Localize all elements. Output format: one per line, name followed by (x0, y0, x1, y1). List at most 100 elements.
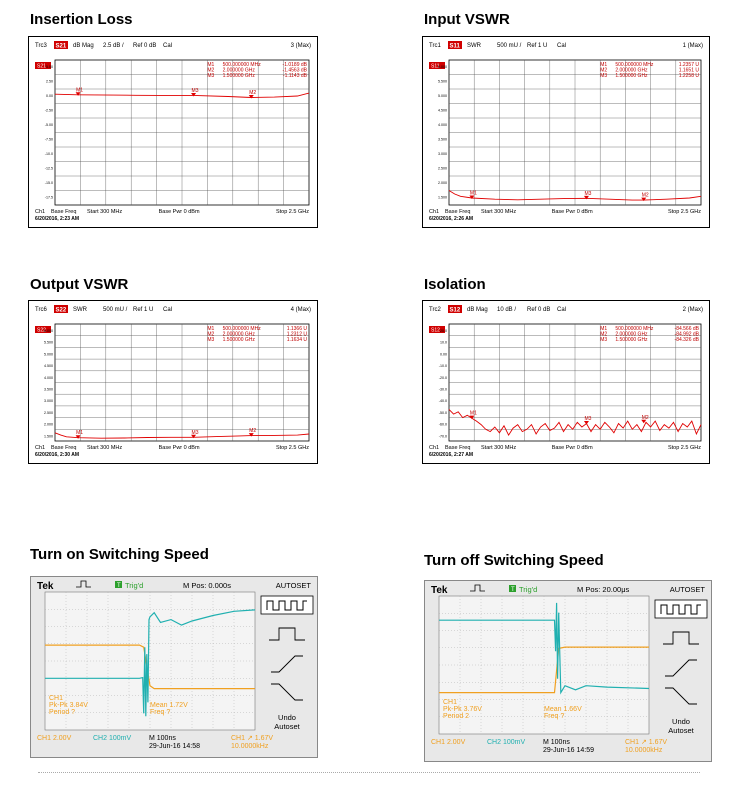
format-label: SWR (467, 43, 482, 49)
marker-id: M1 (207, 62, 214, 68)
marker-value: 1.1634 U (287, 337, 308, 343)
y-tick-label: -12.5 (45, 167, 53, 171)
rise-edge-icon (271, 655, 303, 673)
marker-freq: 500.000000 MHz (223, 62, 262, 68)
marker-triangle (641, 419, 647, 424)
trc-badge (429, 62, 445, 69)
marker-id: M3 (600, 337, 607, 343)
trc-badge-label: S12 (431, 328, 440, 334)
footer-date: 6/20/2016, 2:30 AM (35, 452, 79, 458)
marker-label: M3 (584, 191, 591, 197)
trig-icon (509, 585, 516, 592)
y-tick-label: 2.500 (438, 167, 447, 171)
marker-label: M1 (470, 191, 477, 197)
footer-pwr: Base Pwr 0 dBm (552, 445, 593, 451)
scope-brand: Tek (37, 581, 54, 592)
undo-autoset-label: Autoset (274, 722, 300, 731)
menu-square-wave (260, 595, 314, 615)
marker-freq: 2.000000 GHz (615, 68, 648, 74)
autoset-label: AUTOSET (276, 581, 312, 590)
y-tick-label: 4.500 (438, 109, 447, 113)
vna-plot: Trc6 S22 SWR 500 mU / Ref 1 U Cal 4 (Max)S226.… (35, 305, 311, 458)
marker-triangle (248, 433, 254, 437)
marker-freq: 1.500000 GHz (615, 73, 648, 79)
footer-ch: Ch1 (429, 209, 439, 215)
marker-triangle (248, 94, 254, 99)
y-tick-label: 2.50 (46, 80, 53, 84)
marker-label: M2 (249, 428, 256, 434)
ch1-mean: Mean 1.66V (544, 706, 582, 713)
marker-freq: 500.000000 MHz (615, 62, 654, 68)
scope-screen: Tek T Trig'd M Pos: 20.00μs AUTOSET CH1Pk-Pk … (431, 584, 708, 754)
ref-label: Ref 1 U (133, 307, 153, 313)
marker-value: 1.2357 U (679, 62, 700, 68)
marker-id: M2 (600, 68, 607, 74)
y-tick-label: 2.500 (44, 411, 53, 415)
marker-id: M2 (207, 68, 214, 74)
sparam-badge (448, 305, 462, 313)
y-tick-label: 3.500 (438, 138, 447, 142)
footer-start: Start 300 MHz (87, 209, 122, 215)
marker-id: M3 (207, 337, 214, 343)
footer-start: Start 300 MHz (87, 445, 122, 451)
trace-ch2 (439, 602, 650, 695)
footer-ch: Ch1 (35, 209, 45, 215)
sparam-label: S11 (450, 44, 461, 50)
y-tick-label: -15.0 (45, 181, 53, 185)
marker-label: M3 (192, 88, 199, 94)
y-tick-label: 3.000 (44, 399, 53, 403)
mpos-label: M Pos: 0.000s (183, 581, 231, 590)
y-tick-label: -10.0 (439, 364, 447, 368)
ch1-measure: CH1 (443, 699, 457, 706)
ch1-mean: Mean 1.72V (150, 702, 188, 709)
chart-title: Insertion Loss (30, 11, 133, 28)
marker-triangle (583, 195, 589, 200)
ref-label: Ref 1 U (527, 43, 547, 49)
scope-panel: Tek T Trig'd M Pos: 20.00μs AUTOSET CH1 Pk-Pk … (424, 580, 712, 762)
marker-label: M3 (584, 416, 591, 422)
y-tick-label: -5.00 (45, 123, 53, 127)
trc-badge-label: S21 (37, 64, 46, 70)
menu-square-wave (654, 599, 708, 619)
max-label: 1 (Max) (683, 43, 703, 49)
marker-freq: 2.000000 GHz (615, 332, 648, 338)
sparam-label: S12 (450, 308, 461, 314)
footer-start: Start 300 MHz (481, 445, 516, 451)
footer-date: 6/20/2016, 2:27 AM (429, 452, 473, 458)
footer-stop: Stop 2.5 GHz (668, 445, 701, 451)
square-wave-icon (266, 600, 307, 611)
undo-label: Undo (278, 713, 296, 722)
bottom-ch2: CH2 100mV (93, 735, 131, 742)
undo-autoset-label: Autoset (668, 726, 694, 735)
y-tick-label: 3.500 (44, 388, 53, 392)
marker-id: M1 (600, 62, 607, 68)
chart-title: Isolation (424, 276, 486, 293)
trc-badge-label: S22 (37, 328, 46, 334)
pulse-menu-icon (269, 627, 305, 641)
trig-icon (115, 581, 122, 588)
marker-value: 1.1651 U (679, 68, 700, 74)
footer-date: 6/20/2016, 2:26 AM (429, 216, 473, 222)
trc-badge (35, 62, 51, 69)
vna-plot: Trc1 S11 SWR 500 mU / Ref 1 U Cal 1 (Max)S116.… (429, 41, 703, 222)
marker-value: -1.1143 dB (283, 73, 308, 79)
y-tick-label: 3.000 (438, 152, 447, 156)
trace-line (448, 409, 702, 437)
chart-title: Output VSWR (30, 276, 129, 293)
y-tick-label: 4.000 (438, 123, 447, 127)
scale-label: 10 dB / (497, 307, 516, 313)
trace-ch2 (45, 609, 256, 717)
marker-id: M1 (207, 326, 214, 332)
footer-base: Base Freq (51, 445, 76, 451)
y-tick-label: -17.5 (45, 196, 53, 200)
chart-title: Turn on Switching Speed (30, 546, 209, 563)
marker-freq: 1.500000 GHz (223, 337, 256, 343)
bottom-ch2: CH2 100mV (487, 739, 525, 746)
y-tick-label: -2.50 (45, 109, 53, 113)
bottom-date: 29-Jun-16 14:58 (149, 743, 200, 750)
scale-label: 500 mU / (497, 43, 522, 49)
cal-label: Cal (163, 307, 172, 313)
marker-label: M2 (642, 193, 649, 199)
bottom-time: M 100ns (543, 739, 570, 746)
